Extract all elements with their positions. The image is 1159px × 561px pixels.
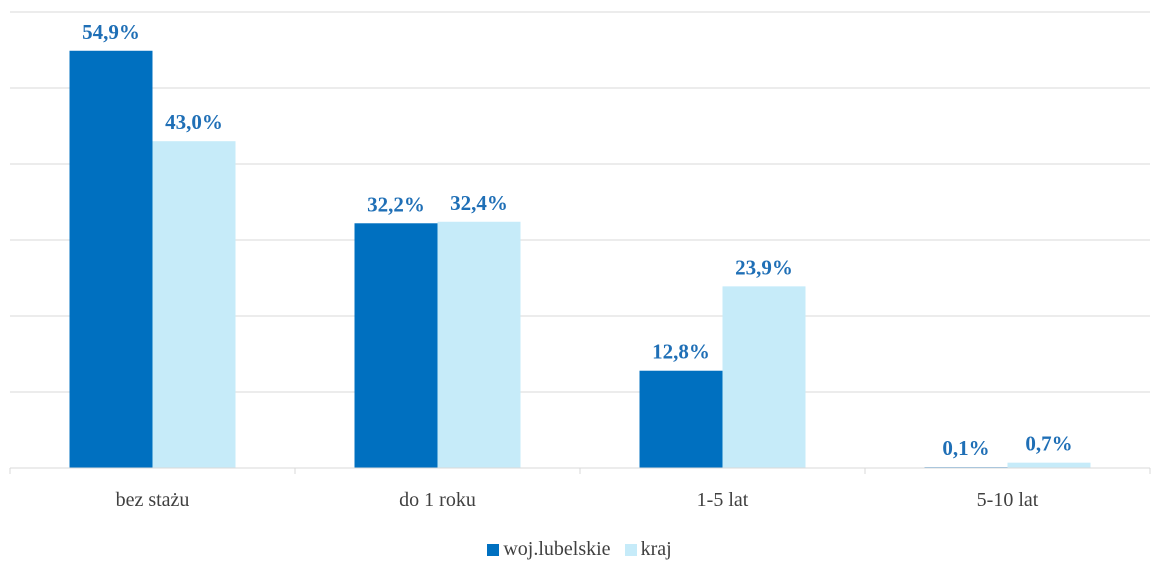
x-tick-label: 5-10 lat [977, 489, 1039, 511]
bar [152, 141, 236, 468]
bar [69, 50, 153, 468]
bar [437, 221, 521, 468]
data-label: 54,9% [82, 20, 140, 44]
bar [639, 370, 723, 468]
x-tick-label: 1-5 lat [697, 489, 749, 511]
x-tick-label: do 1 roku [399, 489, 476, 511]
legend: woj.lubelskie kraj [0, 538, 1159, 561]
data-label: 32,4% [450, 191, 508, 215]
data-label: 32,2% [367, 192, 425, 216]
bar [722, 286, 806, 468]
legend-swatch-woj-lubelskie [487, 543, 500, 556]
data-label: 12,8% [652, 340, 710, 364]
data-label: 43,0% [165, 110, 223, 134]
bar [354, 223, 438, 468]
legend-item-woj-lubelskie: woj.lubelskie [487, 538, 611, 561]
data-label: 0,7% [1025, 432, 1072, 456]
legend-label-kraj: kraj [640, 538, 672, 560]
bar-chart: 54,9% 43,0% bez stażu 32,2% 32,4% do 1 roku 12… [9, 11, 1151, 511]
legend-swatch-kraj [624, 543, 637, 556]
legend-item-kraj: kraj [624, 538, 672, 561]
legend-label-woj-lubelskie: woj.lubelskie [503, 538, 611, 560]
x-tick-label: bez stażu [116, 489, 190, 511]
data-label: 23,9% [735, 255, 793, 279]
data-label: 0,1% [942, 436, 989, 460]
bar [1007, 462, 1091, 468]
